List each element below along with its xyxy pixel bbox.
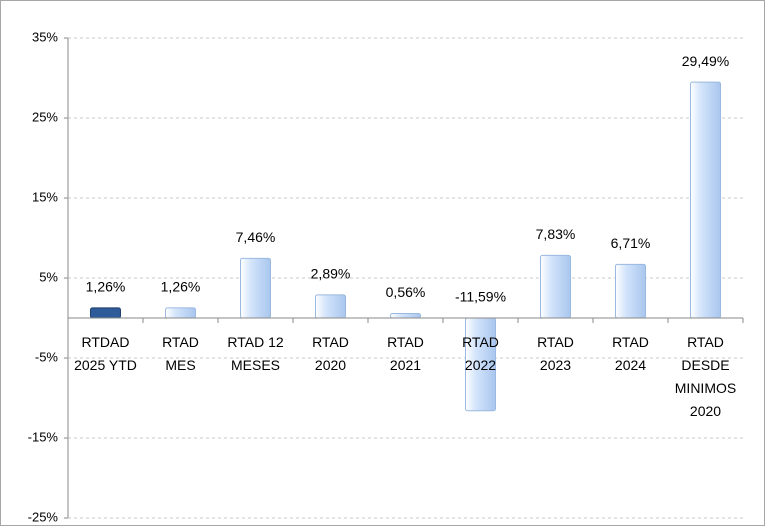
x-tick-label-line: RTAD xyxy=(687,334,724,350)
y-tick-label: 15% xyxy=(32,189,58,204)
bar xyxy=(690,81,721,319)
data-label: 7,83% xyxy=(536,226,576,242)
y-tick-label: 5% xyxy=(39,269,58,284)
x-tick-label: RTAD 2022 xyxy=(462,334,499,373)
bar xyxy=(615,263,646,319)
x-tick-label-line: 2020 xyxy=(315,357,346,373)
x-tick-label-line: 2024 xyxy=(615,357,646,373)
x-tick-label-line: RTAD xyxy=(537,334,574,350)
x-tick-label-line: DESDE xyxy=(681,357,729,373)
bar xyxy=(165,307,196,319)
x-tick-label: RTDAD 2025 YTD xyxy=(74,334,137,373)
x-tick-label: RTAD 12 MESES xyxy=(227,334,283,373)
data-label: 6,71% xyxy=(611,235,651,251)
x-tick-label-line: MESES xyxy=(231,357,280,373)
x-tick-label-line: RTAD xyxy=(612,334,649,350)
data-label: 29,49% xyxy=(682,53,729,69)
x-tick-label: RTAD MES xyxy=(162,334,199,373)
x-tick-label-line: RTDAD xyxy=(82,334,130,350)
data-label: 0,56% xyxy=(386,284,426,300)
x-tick-label-line: 2025 YTD xyxy=(74,357,137,373)
y-tick-label: 25% xyxy=(32,109,58,124)
data-label: -11,59% xyxy=(455,289,506,305)
x-tick-label-line: RTAD xyxy=(312,334,349,350)
data-label: 1,26% xyxy=(86,279,126,295)
bar xyxy=(90,307,121,319)
x-tick-label-line: RTAD xyxy=(387,334,424,350)
data-label: 1,26% xyxy=(161,279,201,295)
bar xyxy=(240,257,271,319)
x-tick-label-line: 2023 xyxy=(540,357,571,373)
y-tick-label: 35% xyxy=(32,29,58,44)
x-tick-label-line: RTAD xyxy=(462,334,499,350)
x-tick-label-line: 2020 xyxy=(690,403,721,419)
data-label: 7,46% xyxy=(236,229,276,245)
x-tick-label: RTAD 2023 xyxy=(537,334,574,373)
y-tick-label: -5% xyxy=(35,349,59,364)
y-tick-label: -25% xyxy=(28,509,59,524)
x-tick-label: RTAD 2021 xyxy=(387,334,424,373)
bar xyxy=(540,254,571,319)
x-tick-label-line: MINIMOS xyxy=(675,380,736,396)
x-tick-label-line: RTAD xyxy=(162,334,199,350)
x-tick-label-line: MES xyxy=(165,357,195,373)
x-tick-label: RTAD 2024 xyxy=(612,334,649,373)
x-tick-label-line: 2022 xyxy=(465,357,496,373)
x-tick-label-line: RTAD 12 xyxy=(227,334,283,350)
x-tick-label: RTAD DESDE MINIMOS 2020 xyxy=(675,334,736,419)
bar xyxy=(315,294,346,319)
bar xyxy=(390,313,421,319)
x-tick-label: RTAD 2020 xyxy=(312,334,349,373)
data-label: 2,89% xyxy=(311,266,351,282)
x-tick-label-line: 2021 xyxy=(390,357,421,373)
y-tick-label: -15% xyxy=(28,429,59,444)
